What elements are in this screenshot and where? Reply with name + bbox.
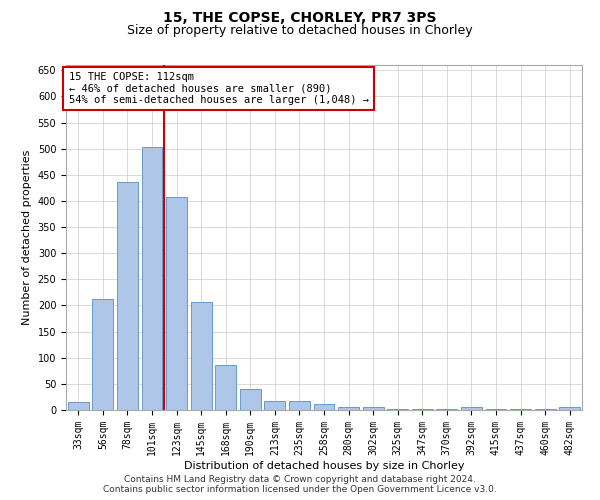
Bar: [559, 408, 580, 410]
Bar: [314, 404, 334, 410]
Bar: [289, 401, 310, 410]
Text: 15 THE COPSE: 112sqm
← 46% of detached houses are smaller (890)
54% of semi-deta: 15 THE COPSE: 112sqm ← 46% of detached h…: [68, 72, 368, 105]
Bar: [166, 196, 187, 410]
Bar: [240, 389, 261, 410]
Bar: [215, 365, 236, 410]
Bar: [338, 407, 359, 410]
Bar: [142, 147, 163, 410]
Bar: [461, 408, 482, 410]
Bar: [117, 182, 138, 410]
Bar: [362, 408, 383, 410]
Bar: [68, 402, 89, 410]
Bar: [265, 400, 286, 410]
Bar: [191, 302, 212, 410]
Bar: [92, 299, 113, 410]
Text: Size of property relative to detached houses in Chorley: Size of property relative to detached ho…: [127, 24, 473, 37]
Y-axis label: Number of detached properties: Number of detached properties: [22, 150, 32, 325]
X-axis label: Distribution of detached houses by size in Chorley: Distribution of detached houses by size …: [184, 460, 464, 470]
Text: Contains HM Land Registry data © Crown copyright and database right 2024.
Contai: Contains HM Land Registry data © Crown c…: [103, 474, 497, 494]
Text: 15, THE COPSE, CHORLEY, PR7 3PS: 15, THE COPSE, CHORLEY, PR7 3PS: [163, 11, 437, 25]
